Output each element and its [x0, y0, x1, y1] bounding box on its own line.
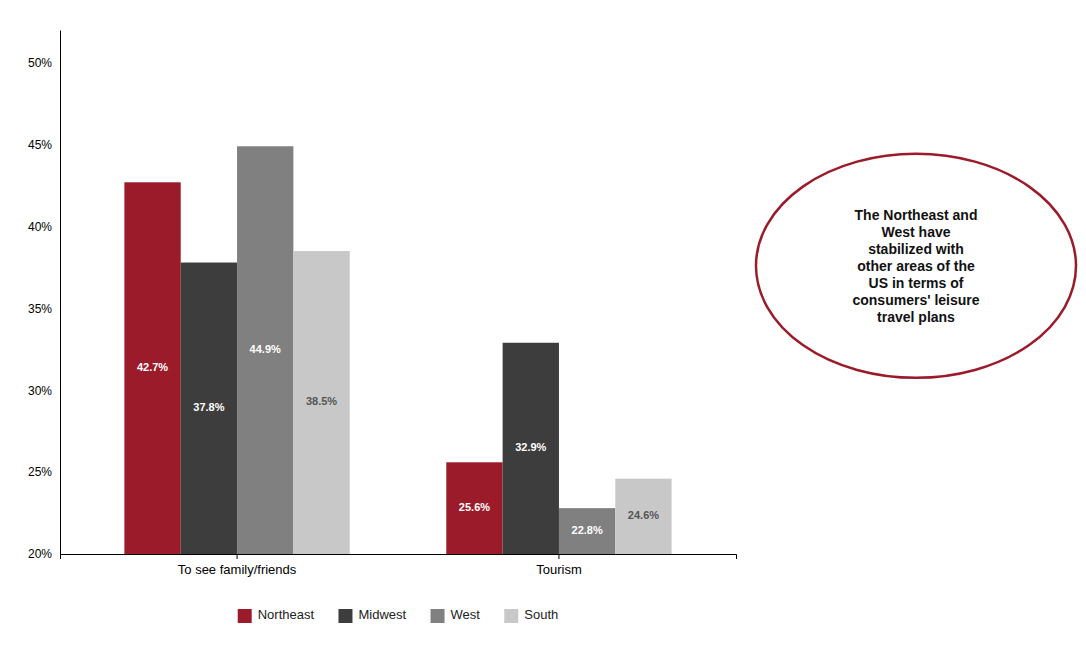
y-tick-label: 20%	[28, 547, 52, 561]
bar	[181, 263, 237, 554]
legend-label: Northeast	[258, 607, 315, 622]
plot: 20% 25% 30% 35% 40% 45% 50% To see family/frien…	[28, 31, 737, 578]
annotation: The Northeast andWest havestabilized wit…	[756, 154, 1076, 378]
chart: 20% 25% 30% 35% 40% 45% 50% To see family/frien…	[0, 0, 1086, 654]
bar	[446, 462, 502, 554]
bar	[503, 343, 559, 554]
legend-item: Midwest	[338, 607, 406, 623]
data-label: 44.9%	[250, 343, 281, 355]
data-label: 32.9%	[515, 441, 546, 453]
annotation-line: West have	[882, 224, 951, 240]
y-tick-label: 50%	[28, 56, 52, 70]
y-axis-line	[60, 31, 61, 555]
legend: Northeast Midwest West South	[238, 607, 559, 623]
legend-item: South	[504, 607, 558, 623]
legend-item: West	[431, 607, 481, 623]
bar	[615, 479, 671, 554]
legend-item: Northeast	[238, 607, 315, 623]
legend-swatch	[504, 609, 518, 623]
x-tick-label: Tourism	[536, 562, 582, 577]
y-tick-label: 30%	[28, 384, 52, 398]
x-tick: Tourism	[536, 554, 582, 577]
bar	[559, 508, 615, 554]
bar	[237, 146, 293, 554]
annotation-ellipse	[756, 154, 1076, 378]
bar	[124, 182, 180, 554]
y-tick-label: 35%	[28, 302, 52, 316]
data-label: 22.8%	[572, 524, 603, 536]
y-axis: 20% 25% 30% 35% 40% 45% 50%	[28, 31, 61, 562]
x-tick-mark	[558, 554, 559, 559]
annotation-line: stabilized with	[868, 241, 964, 257]
annotation-line: travel plans	[877, 309, 955, 325]
y-tick: 25%	[28, 465, 60, 479]
data-label: 38.5%	[306, 395, 337, 407]
x-tick-label: To see family/friends	[178, 562, 297, 577]
x-axis: To see family/friends Tourism	[61, 554, 737, 577]
annotation-line: US in terms of	[869, 275, 964, 291]
data-labels: 42.7% 25.6% 37.8% 32.9% 44.9% 22.8% 38.5% 24.6%	[137, 343, 659, 536]
x-axis-line	[61, 555, 737, 560]
data-label: 24.6%	[628, 509, 659, 521]
annotation-line: consumers' leisure	[852, 292, 979, 308]
y-tick: 35%	[28, 302, 60, 316]
legend-label: West	[451, 607, 481, 622]
y-tick: 30%	[28, 384, 60, 398]
y-tick: 45%	[28, 138, 60, 152]
data-label: 25.6%	[459, 501, 490, 513]
y-tick: 20%	[28, 547, 60, 561]
y-tick-label: 40%	[28, 220, 52, 234]
annotation-line: The Northeast and	[855, 207, 978, 223]
y-tick: 50%	[28, 56, 60, 70]
y-tick: 40%	[28, 220, 60, 234]
bar	[293, 251, 349, 554]
legend-swatch	[238, 609, 252, 623]
data-label: 42.7%	[137, 361, 168, 373]
annotation-line: other areas of the	[857, 258, 975, 274]
y-tick-label: 25%	[28, 465, 52, 479]
legend-label: Midwest	[358, 607, 406, 622]
legend-swatch	[431, 609, 445, 623]
annotation-text: The Northeast andWest havestabilized wit…	[852, 207, 979, 325]
bars	[124, 146, 671, 554]
y-tick-label: 45%	[28, 138, 52, 152]
data-label: 37.8%	[193, 401, 224, 413]
legend-swatch	[338, 609, 352, 623]
legend-label: South	[524, 607, 558, 622]
x-tick-mark	[237, 554, 238, 559]
x-tick: To see family/friends	[178, 554, 297, 577]
